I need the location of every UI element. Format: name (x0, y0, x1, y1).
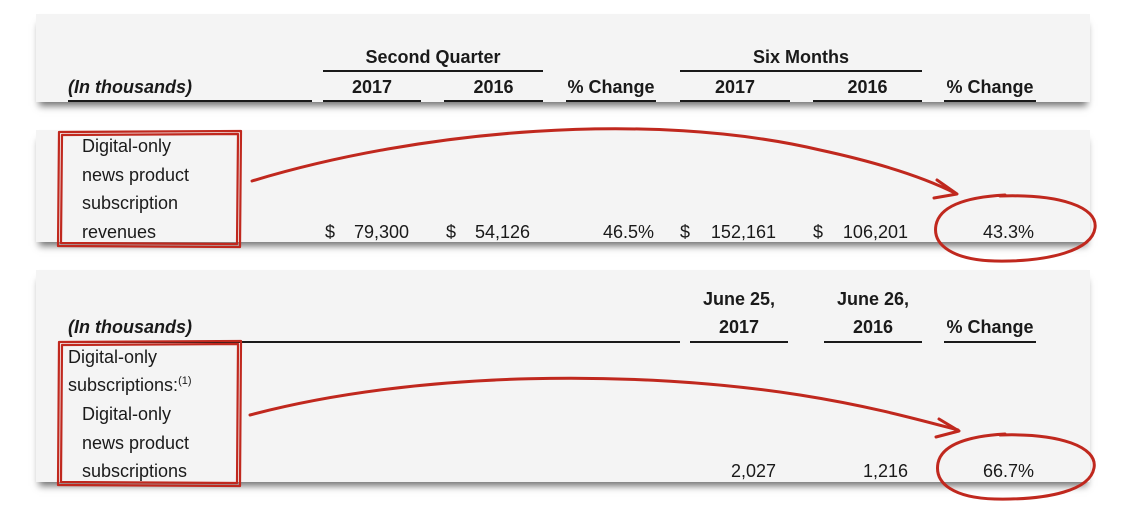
section-label-line-1: Digital-only (68, 347, 158, 367)
header-rule-sq-2017 (323, 100, 421, 102)
value-sq-2016: 54,126 (474, 222, 530, 242)
row2-label-line-2: news product (82, 433, 190, 453)
row2-label-line-3: subscriptions (82, 461, 188, 481)
header-rule-label (68, 100, 312, 102)
col-header-a-line1: June 25, (702, 289, 776, 309)
table1-row-strip (36, 130, 1090, 242)
value-sm-2016: 106,201 (842, 222, 908, 242)
col-header-sq-2016: 2016 (473, 77, 514, 97)
value-b: 1,216 (862, 461, 908, 481)
circle-revenues-change (934, 193, 1097, 263)
group-rule-six-months (680, 70, 922, 72)
col-header-sq-change: % Change (567, 77, 655, 97)
header-rule-change (944, 341, 1036, 343)
section-label-line-2: subscriptions:(1) (68, 374, 192, 396)
col-header-sm-2016: 2016 (847, 77, 888, 97)
currency-sq-2016: $ (446, 222, 457, 242)
header-rule-b (824, 341, 922, 343)
table1-header-strip (36, 14, 1090, 102)
footnote-marker: (1) (178, 375, 192, 387)
value-sq-change: 46.5% (602, 222, 654, 242)
units-label: (In thousands) (68, 77, 192, 97)
col-header-change: % Change (946, 317, 1034, 337)
highlight-box-subscriptions (56, 339, 243, 488)
arrow-curve-revenues (250, 127, 957, 195)
header-rule-sm-2016 (813, 100, 922, 102)
col-header-sq-2017: 2017 (351, 77, 393, 97)
currency-sm-2017: $ (680, 222, 691, 242)
row-label-line-4: revenues (82, 222, 157, 242)
value-sm-2017: 152,161 (710, 222, 776, 242)
value-sm-change: 43.3% (982, 222, 1034, 242)
circle-subscriptions-change (936, 432, 1096, 501)
units-label-2: (In thousands) (68, 317, 192, 337)
col-header-sm-2017: 2017 (714, 77, 756, 97)
row2-label-line-1: Digital-only (82, 404, 172, 424)
header-rule-sm-change (944, 100, 1036, 102)
col-header-b-line2: 2016 (852, 317, 894, 337)
header-rule-sq-change (566, 100, 656, 102)
header-rule-label-2 (68, 341, 680, 343)
section-label-text: subscriptions: (68, 375, 179, 395)
group-header-second-quarter: Second Quarter (365, 47, 501, 67)
col-header-sm-change: % Change (946, 77, 1034, 97)
table2-strip (36, 270, 1090, 482)
value-sq-2017: 79,300 (353, 222, 409, 242)
group-header-six-months: Six Months (752, 47, 849, 67)
row-label-line-3: subscription (82, 193, 179, 213)
header-rule-sm-2017 (680, 100, 790, 102)
value-change: 66.7% (982, 461, 1034, 481)
value-a: 2,027 (730, 461, 776, 481)
row-label-line-2: news product (82, 165, 190, 185)
col-header-a-line2: 2017 (718, 317, 760, 337)
header-rule-sq-2016 (444, 100, 543, 102)
arrowhead-subscriptions (934, 417, 961, 439)
group-rule-second-quarter (323, 70, 543, 72)
row-label-line-1: Digital-only (82, 136, 172, 156)
highlight-box-revenues (56, 129, 243, 249)
header-rule-a (690, 341, 788, 343)
currency-sq-2017: $ (325, 222, 336, 242)
col-header-b-line1: June 26, (836, 289, 910, 309)
currency-sm-2016: $ (813, 222, 824, 242)
arrow-curve-subscriptions (248, 376, 960, 432)
arrowhead-revenues (932, 178, 959, 200)
